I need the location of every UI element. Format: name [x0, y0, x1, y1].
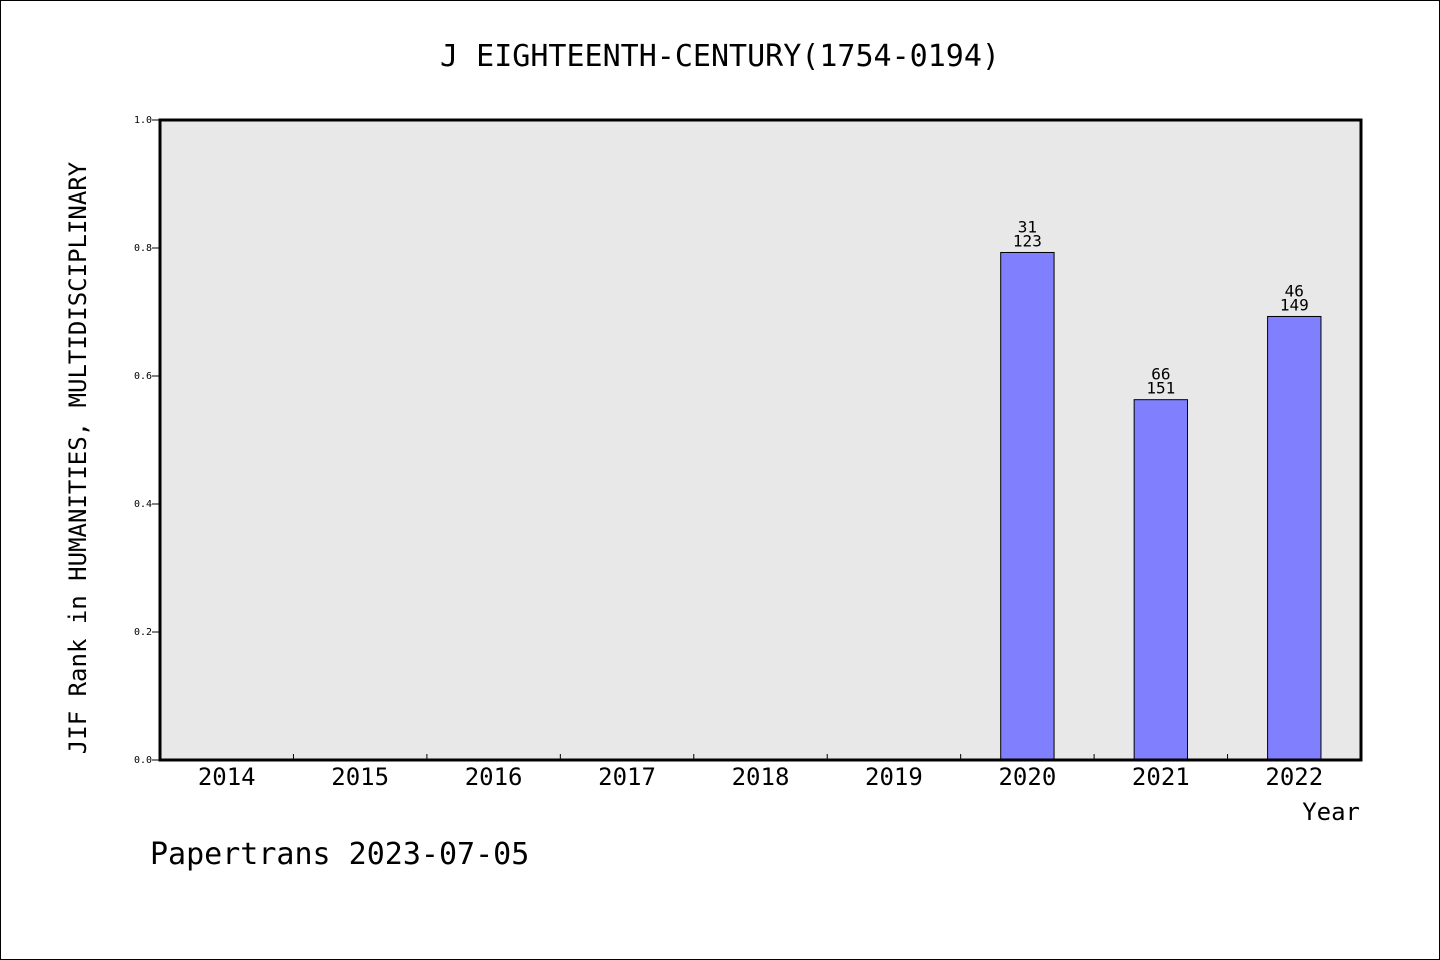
bar-rank-label: 31 — [1018, 217, 1037, 236]
x-tick-label: 2022 — [1265, 763, 1323, 791]
x-axis-label: Year — [1302, 798, 1360, 826]
x-tick-label: 2016 — [465, 763, 523, 791]
bar-2020 — [1000, 251, 1055, 761]
y-tick-label: 1.0 — [134, 115, 152, 126]
y-tick-label: 0.6 — [134, 371, 152, 382]
bar-2022 — [1267, 315, 1322, 761]
x-tick-label: 2021 — [1132, 763, 1190, 791]
x-tick-label: 2018 — [732, 763, 790, 791]
x-tick-label: 2017 — [598, 763, 656, 791]
bar-total-label: 151 — [1146, 379, 1175, 398]
y-axis-label: JIF Rank in HUMANITIES, MULTIDISCIPLINAR… — [64, 161, 92, 754]
bar-2021 — [1133, 399, 1189, 761]
x-tick-label: 2020 — [998, 763, 1056, 791]
plot-border — [158, 118, 1363, 762]
bar-rank-label: 66 — [1151, 365, 1170, 384]
y-tick-label: 0.8 — [134, 243, 152, 254]
x-tick-label: 2019 — [865, 763, 923, 791]
footer-text: Papertrans 2023-07-05 — [150, 837, 529, 872]
y-tick-label: 0.0 — [134, 755, 152, 766]
bar-total-label: 123 — [1013, 231, 1042, 250]
x-tick-label: 2014 — [198, 763, 256, 791]
y-tick-label: 0.2 — [134, 627, 152, 638]
bar-rank-label: 46 — [1285, 281, 1304, 300]
y-tick-label: 0.4 — [134, 499, 152, 510]
chart-title: J EIGHTEENTH-CENTURY(1754-0194) — [440, 39, 1000, 74]
bar-total-label: 149 — [1280, 295, 1309, 314]
x-tick-label: 2015 — [331, 763, 389, 791]
